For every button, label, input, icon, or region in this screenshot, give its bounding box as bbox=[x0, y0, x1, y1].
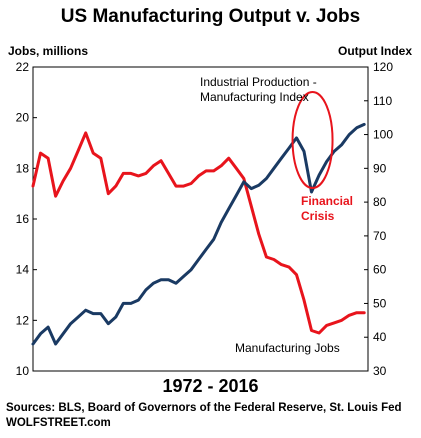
left-tick-label: 22 bbox=[16, 60, 30, 74]
manufacturing-jobs-annotation: Manufacturing Jobs bbox=[235, 341, 340, 355]
right-tick-label: 30 bbox=[373, 364, 387, 378]
right-axis-title: Output Index bbox=[338, 44, 412, 58]
right-tick-label: 60 bbox=[373, 263, 387, 277]
right-tick-label: 80 bbox=[373, 195, 387, 209]
financial-crisis-annotation: Financial Crisis bbox=[301, 194, 353, 223]
period-label: 1972 - 2016 bbox=[162, 376, 259, 396]
left-tick-label: 16 bbox=[16, 212, 30, 226]
financial-crisis-highlight bbox=[291, 91, 334, 189]
annotation-line: Financial bbox=[301, 194, 353, 208]
chart-title: US Manufacturing Output v. Jobs bbox=[60, 6, 361, 27]
right-tick-label: 70 bbox=[373, 229, 387, 243]
left-tick-label: 18 bbox=[16, 161, 30, 175]
right-tick-label: 50 bbox=[373, 296, 387, 310]
left-tick-label: 12 bbox=[16, 313, 30, 327]
annotation-line: Crisis bbox=[301, 209, 335, 223]
left-axis-title: Jobs, millions bbox=[8, 44, 89, 58]
series-layer bbox=[31, 122, 366, 346]
industrial-production-line bbox=[31, 122, 366, 346]
left-axis: 10 12 14 16 18 20 22 bbox=[16, 60, 37, 378]
annotation-line: Manufacturing Jobs bbox=[235, 341, 340, 355]
annotation-layer: Industrial Production -Manufacturing Ind… bbox=[200, 75, 353, 355]
right-tick-label: 40 bbox=[373, 330, 387, 344]
right-axis: 30 40 50 60 70 80 90 100 110 120 bbox=[364, 60, 393, 378]
annotation-line: Manufacturing Index bbox=[200, 90, 309, 104]
source-line: Sources: BLS, Board of Governors of the … bbox=[6, 402, 402, 414]
manufacturing-jobs-line bbox=[31, 131, 366, 335]
right-tick-label: 110 bbox=[373, 94, 392, 108]
right-tick-label: 120 bbox=[373, 60, 393, 74]
left-tick-label: 10 bbox=[16, 364, 30, 378]
right-tick-label: 90 bbox=[373, 161, 387, 175]
left-tick-label: 20 bbox=[16, 111, 30, 125]
right-tick-label: 100 bbox=[373, 128, 393, 142]
source-note: Sources: BLS, Board of Governors of the … bbox=[6, 401, 402, 431]
left-tick-label: 14 bbox=[16, 263, 30, 277]
industrial-production-annotation: Industrial Production -Manufacturing Ind… bbox=[200, 75, 317, 104]
site-credit: WOLFSTREET.com bbox=[6, 417, 111, 429]
annotation-line: Industrial Production - bbox=[200, 75, 317, 89]
